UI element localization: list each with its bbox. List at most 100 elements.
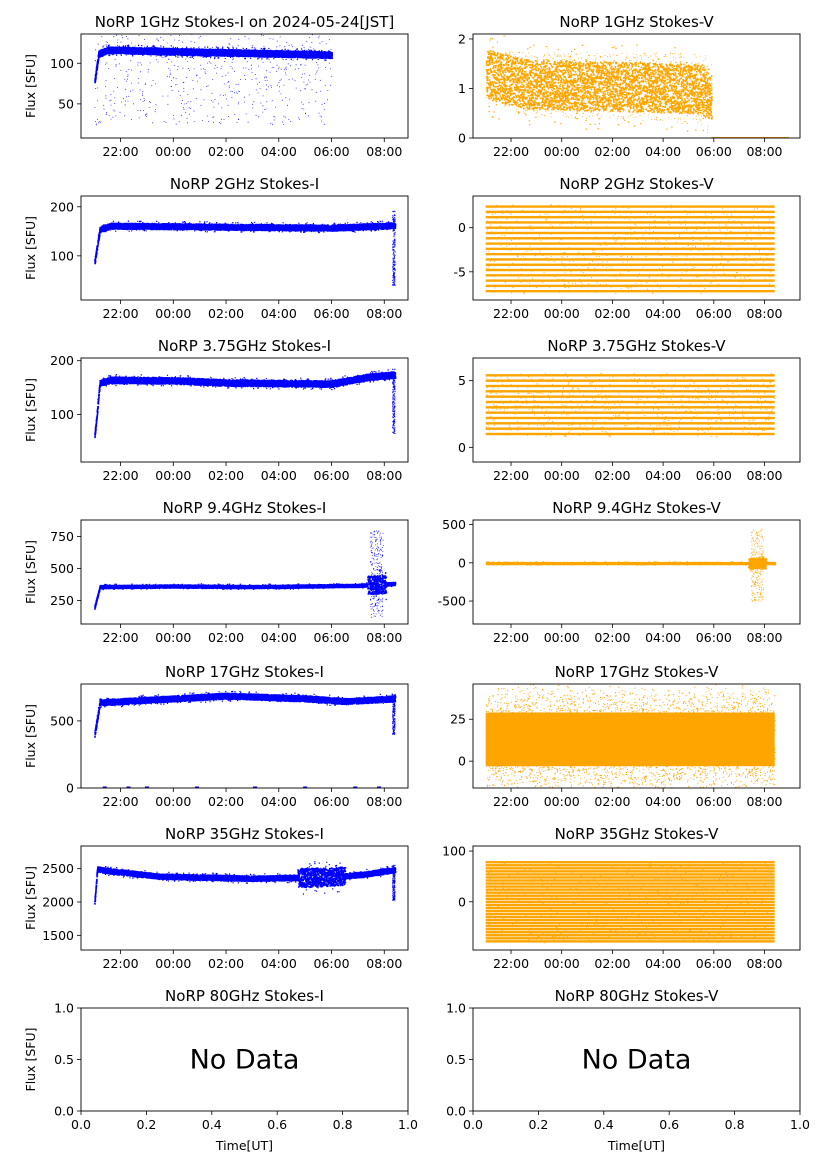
x-axis-ticks: 22:00 00:00 02:00 04:00 06:00 08:00 [493,788,783,809]
y-axis-ticks: 0.0 0.5 1.0 [54,1001,81,1119]
chart-panel-2: NoRP 2GHz Stokes-I Flux [SFU] 22:00 00:00 02… [23,175,409,321]
x-tick-label: 06:00 [696,468,732,483]
x-tick-label: 08:00 [366,630,402,645]
x-tick-label: 0.2 [136,1117,156,1132]
x-tick-label: 08:00 [746,956,782,971]
y-tick-label: 250 [50,593,74,608]
chart-panel-13: NoRP 80GHz Stokes-V Time[UT] No Data 0.0 0.2… [446,987,810,1153]
chart-title: NoRP 35GHz Stokes-I [165,825,324,843]
x-axis-ticks: 0.0 0.2 0.4 0.6 0.8 1.0 [71,1111,418,1132]
x-tick-label: 04:00 [645,306,681,321]
y-tick-label: 0.5 [446,1052,466,1067]
zero-value-marker [376,786,381,788]
x-tick-label: 02:00 [594,794,630,809]
chart-panel-8: NoRP 17GHz Stokes-I Flux [SFU] 22:00 00:00 0… [23,663,409,809]
y-tick-label: 100 [50,248,74,263]
y-tick-label: 1.0 [446,1001,466,1016]
data-points [94,210,397,286]
x-tick-label: 06:00 [314,956,350,971]
zero-value-marker [195,786,200,788]
y-tick-label: 50 [58,96,74,111]
data-points [485,528,777,602]
chart-title: NoRP 80GHz Stokes-V [555,987,720,1005]
y-axis-ticks: -5 0 [454,220,473,279]
y-axis-ticks: -500 0 500 [438,517,473,609]
x-tick-label: 22:00 [493,956,529,971]
y-axis-label: Flux [SFU] [23,540,38,604]
chart-title: NoRP 3.75GHz Stokes-V [547,337,726,355]
y-tick-label: 500 [442,517,466,532]
y-tick-label: 100 [50,407,74,422]
data-points [94,690,397,788]
x-tick-label: 06:00 [696,144,732,159]
x-axis-ticks: 22:00 00:00 02:00 04:00 06:00 08:00 [493,300,783,321]
x-tick-label: 02:00 [208,306,244,321]
x-tick-label: 08:00 [746,794,782,809]
y-tick-label: 0.0 [54,1104,74,1119]
y-tick-label: 0 [458,220,466,235]
data-points [485,373,776,438]
chart-title: NoRP 17GHz Stokes-I [165,663,324,681]
scatter-points [94,34,334,126]
data-points [485,684,776,788]
x-tick-label: 02:00 [208,956,244,971]
x-tick-label: 02:00 [208,144,244,159]
x-axis-ticks: 22:00 00:00 02:00 04:00 06:00 08:00 [103,624,402,645]
y-axis-ticks: 05 [458,373,473,455]
plot-frame [472,683,801,789]
x-tick-label: 22:00 [103,144,139,159]
plot-frame [472,195,801,301]
x-tick-label: 06:00 [314,468,350,483]
y-axis-ticks: 0 500 [50,713,81,796]
x-axis-ticks: 22:00 00:00 02:00 04:00 06:00 08:00 [493,462,783,483]
x-tick-label: 0.2 [528,1117,548,1132]
scatter-points [485,35,789,138]
x-axis-ticks: 22:00 00:00 02:00 04:00 06:00 08:00 [103,138,402,159]
scatter-points [485,204,776,295]
y-tick-label: 100 [50,56,74,71]
no-data-label: No Data [190,1045,300,1076]
chart-panel-10: NoRP 35GHz Stokes-I Flux [SFU] 22:00 00:00 0… [23,825,409,971]
x-tick-label: 00:00 [544,144,580,159]
chart-title: NoRP 35GHz Stokes-V [555,825,720,843]
x-tick-label: 04:00 [261,794,297,809]
chart-title: NoRP 9.4GHz Stokes-V [552,499,721,517]
x-tick-label: 02:00 [594,956,630,971]
x-tick-label: 04:00 [645,468,681,483]
x-tick-label: 02:00 [594,630,630,645]
x-tick-label: 00:00 [544,956,580,971]
x-axis-ticks: 22:00 00:00 02:00 04:00 06:00 08:00 [103,300,402,321]
x-tick-label: 06:00 [314,794,350,809]
data-points [485,204,776,295]
x-tick-label: 00:00 [155,468,191,483]
x-tick-label: 08:00 [746,630,782,645]
chart-title: NoRP 2GHz Stokes-I [170,175,319,193]
x-tick-label: 22:00 [103,794,139,809]
data-points [485,35,789,138]
y-tick-label: 0 [458,894,466,909]
plot-frame [472,519,801,625]
x-tick-label: 08:00 [746,306,782,321]
chart-panel-0: NoRP 1GHz Stokes-I on 2024-05-24[JST] Flu… [23,13,409,159]
y-tick-label: 1 [458,81,466,96]
y-axis-label: Flux [SFU] [23,54,38,118]
x-tick-label: 22:00 [103,956,139,971]
x-tick-label: 02:00 [594,306,630,321]
plot-frame [472,357,801,463]
x-tick-label: 08:00 [366,144,402,159]
scatter-points [94,530,397,618]
x-tick-label: 0.4 [202,1117,222,1132]
x-axis-ticks: 22:00 00:00 02:00 04:00 06:00 08:00 [103,462,402,483]
chart-panel-1: NoRP 1GHz Stokes-V 22:00 00:00 02:00 04:00 06… [458,13,801,159]
x-tick-label: 04:00 [645,794,681,809]
x-axis-ticks: 22:00 00:00 02:00 04:00 06:00 08:00 [493,950,783,971]
x-tick-label: 0.8 [725,1117,745,1132]
x-axis-ticks: 22:00 00:00 02:00 04:00 06:00 08:00 [493,624,783,645]
x-tick-label: 04:00 [261,630,297,645]
y-tick-label: 2000 [42,895,74,910]
zero-value-marker [353,786,358,788]
chart-panel-12: NoRP 80GHz Stokes-I Flux [SFU] Time[UT] No … [23,987,418,1153]
x-tick-label: 06:00 [696,794,732,809]
x-tick-label: 22:00 [493,468,529,483]
